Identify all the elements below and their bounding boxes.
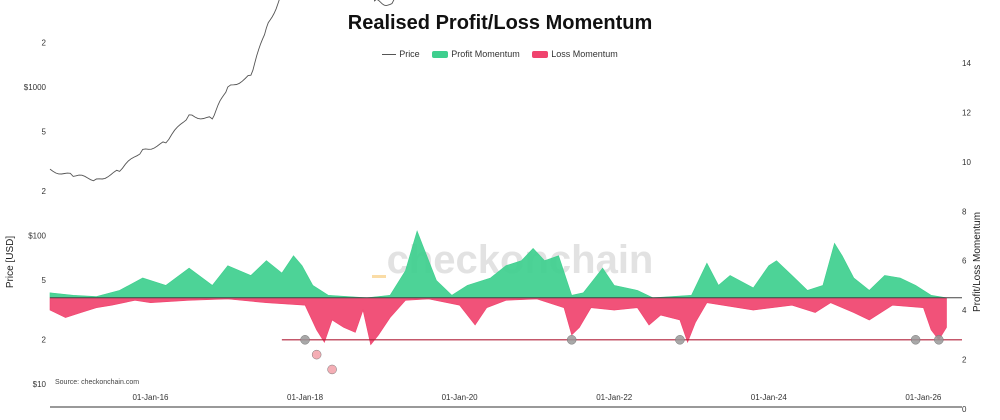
legend-item-price[interactable]: Price: [382, 49, 420, 59]
price-line: [49, 0, 395, 182]
x-tick-label: 01-Jan-20: [442, 393, 479, 402]
right-tick-label: 10: [962, 158, 971, 167]
profit-momentum-series: [49, 230, 947, 299]
right-tick-label: 8: [962, 207, 967, 216]
legend-label-loss: Loss Momentum: [551, 49, 618, 59]
price-series: [49, 0, 395, 182]
right-tick-label: 0: [962, 405, 967, 414]
right-tick-label: 14: [962, 59, 971, 68]
x-tick-label: 01-Jan-24: [751, 393, 788, 402]
legend-swatch-loss: [532, 51, 549, 59]
legend-swatch-profit: [432, 51, 449, 59]
watermark-accent: [372, 275, 386, 278]
x-tick-label: 01-Jan-26: [905, 393, 942, 402]
left-tick-label: 5: [42, 276, 47, 285]
left-axis-title: Price [USD]: [5, 236, 16, 288]
x-axis-ticks: 01-Jan-16 01-Jan-18 01-Jan-20 01-Jan-22 01-J…: [132, 393, 941, 402]
markers: [300, 335, 944, 375]
profit-momentum-area: [49, 230, 947, 299]
legend-label-price: Price: [399, 49, 420, 59]
loss-marker: [910, 335, 921, 345]
right-axis-ticks: 14 12 10 8 6 4 2 0: [962, 59, 971, 414]
left-tick-label: 5: [42, 128, 47, 137]
x-tick-label: 01-Jan-16: [132, 393, 169, 402]
chart-title: Realised Profit/Loss Momentum: [347, 12, 653, 34]
source-note: Source: checkonchain.com: [55, 379, 139, 386]
left-tick-label: 2: [42, 335, 47, 344]
loss-marker: [311, 349, 322, 360]
right-tick-label: 12: [962, 108, 971, 117]
legend-item-profit-momentum[interactable]: Profit Momentum: [432, 49, 520, 59]
right-tick-label: 4: [962, 306, 967, 315]
legend-label-profit: Profit Momentum: [451, 49, 520, 59]
loss-marker: [300, 335, 310, 345]
left-tick-label: 2: [42, 187, 47, 196]
right-tick-label: 6: [962, 257, 967, 266]
loss-marker: [327, 364, 337, 375]
legend-swatch-price: [382, 54, 397, 56]
x-tick-label: 01-Jan-22: [596, 393, 633, 402]
loss-marker: [934, 335, 944, 345]
left-tick-label: $1000: [24, 83, 47, 92]
loss-marker: [566, 335, 577, 345]
loss-momentum-series: [49, 297, 947, 346]
legend-item-loss-momentum[interactable]: Loss Momentum: [532, 49, 618, 59]
left-tick-label: 2: [42, 38, 47, 47]
loss-momentum-area: [49, 297, 947, 346]
right-axis-title: Profit/Loss Momentum: [972, 212, 983, 312]
x-tick-label: 01-Jan-18: [287, 393, 324, 402]
legend: Price Profit Momentum Loss Momentum: [0, 49, 1000, 59]
right-tick-label: 2: [962, 356, 967, 365]
loss-marker: [675, 335, 685, 345]
left-tick-label: $100: [28, 232, 46, 241]
left-tick-label: $10: [33, 380, 47, 389]
